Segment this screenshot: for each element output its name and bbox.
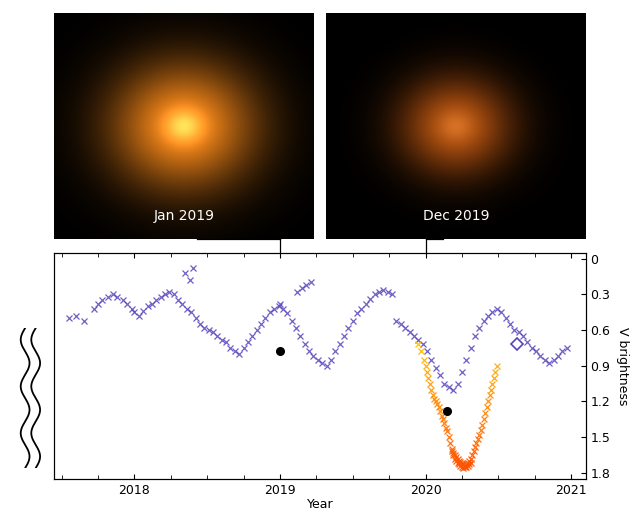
- X-axis label: Year: Year: [307, 498, 333, 511]
- Text: Jan 2019: Jan 2019: [154, 209, 214, 223]
- Text: Dec 2019: Dec 2019: [423, 209, 490, 223]
- Y-axis label: V brightness: V brightness: [616, 326, 629, 405]
